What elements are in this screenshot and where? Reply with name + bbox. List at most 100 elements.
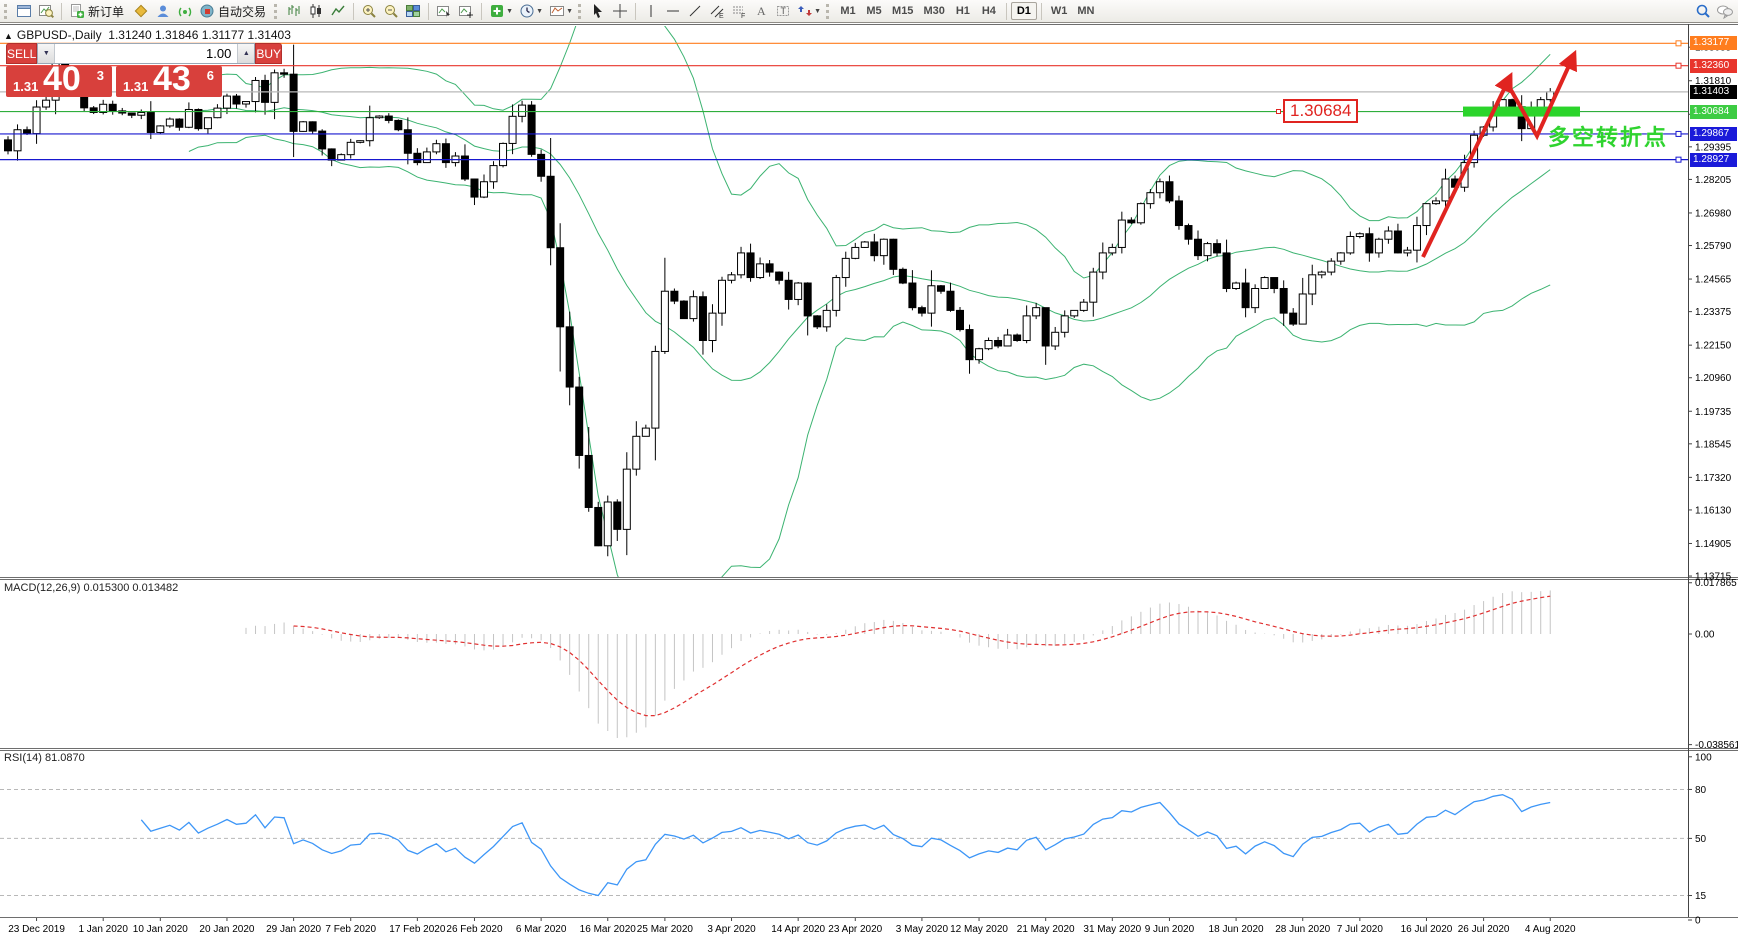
line-chart-icon: [330, 3, 346, 19]
autotrade-button[interactable]: [196, 1, 218, 21]
volume-down-button[interactable]: ▼: [38, 44, 56, 63]
svg-text:7 Jul 2020: 7 Jul 2020: [1337, 924, 1384, 935]
text-button[interactable]: A: [750, 1, 772, 21]
chart-surface[interactable]: 1.330351.318101.305851.293951.282051.269…: [0, 24, 1738, 941]
ask-price-display[interactable]: 1.31 43 6: [116, 66, 222, 97]
svg-text:0: 0: [1695, 916, 1701, 927]
macd-label: MACD(12,26,9) 0.015300 0.013482: [4, 582, 179, 594]
chart-window: 1.330351.318101.305851.293951.282051.269…: [0, 24, 1738, 941]
rally-arrow[interactable]: [1421, 71, 1513, 258]
buy-button[interactable]: BUY: [255, 43, 283, 64]
horizontal-line-button[interactable]: [662, 1, 684, 21]
candlestick-button[interactable]: [305, 1, 327, 21]
sell-button[interactable]: SELL: [6, 43, 38, 64]
navigator-button[interactable]: [455, 1, 477, 21]
dropdown-caret-icon: ▼: [814, 7, 821, 15]
channel-button[interactable]: E: [706, 1, 728, 21]
toolbar-grip: [274, 3, 279, 19]
axis-badge-1.30684: 1.30684: [1690, 104, 1737, 119]
crosshair-button[interactable]: [609, 1, 631, 21]
chart-window-icon: [16, 3, 32, 19]
support-price-tag[interactable]: 1.30684: [1276, 99, 1359, 123]
tf-m5[interactable]: M5: [866, 5, 882, 17]
search-button[interactable]: [1692, 1, 1714, 21]
tf-h4[interactable]: H4: [981, 5, 996, 17]
svg-text:29 Jan 2020: 29 Jan 2020: [266, 924, 321, 935]
autotrade-label[interactable]: 自动交易: [218, 4, 267, 19]
signals-icon: [177, 3, 193, 19]
chat-icon: [1716, 3, 1734, 19]
ask-prefix: 1.31: [123, 79, 149, 94]
community-person-icon: [155, 3, 171, 19]
trendline-icon: [687, 3, 703, 19]
fibonacci-button[interactable]: F: [728, 1, 750, 21]
tf-w1[interactable]: W1: [1050, 5, 1068, 17]
bid-price-display[interactable]: 1.31 40 3: [6, 66, 112, 97]
axis-badge-1.28927: 1.28927: [1690, 152, 1737, 167]
add-indicator-icon: [489, 3, 505, 19]
template-button[interactable]: ▼: [546, 1, 576, 21]
svg-text:1.28205: 1.28205: [1695, 175, 1732, 186]
tf-h1[interactable]: H1: [955, 5, 970, 17]
one-click-trading-panel: SELL ▼ ▲ BUY 1.31 40 3 1.31 43 6: [6, 43, 283, 97]
svg-text:23 Dec 2019: 23 Dec 2019: [8, 924, 65, 935]
toolbar-grip: [826, 3, 831, 19]
svg-text:E: E: [719, 13, 724, 19]
text-icon: A: [753, 3, 769, 19]
tf-mn[interactable]: MN: [1077, 5, 1095, 17]
tf-m30[interactable]: M30: [923, 5, 945, 17]
svg-text:1.18545: 1.18545: [1695, 439, 1732, 450]
line-chart-button[interactable]: [327, 1, 349, 21]
template-icon: [549, 3, 565, 19]
svg-text:20 Jan 2020: 20 Jan 2020: [199, 924, 254, 935]
bar-chart-button[interactable]: [283, 1, 305, 21]
cursor-arrow-icon: [590, 3, 606, 19]
text-label-icon: T: [775, 3, 791, 19]
pullback-arrow[interactable]: [1509, 49, 1577, 141]
svg-text:1.22150: 1.22150: [1695, 341, 1732, 352]
text-label-button[interactable]: T: [772, 1, 794, 21]
panel-toggle-arrow-icon[interactable]: ▲: [4, 31, 13, 41]
dropdown-caret-icon: ▼: [566, 7, 573, 15]
chat-button[interactable]: [1714, 1, 1736, 21]
fibonacci-icon: F: [731, 3, 747, 19]
data-window-button[interactable]: [433, 1, 455, 21]
market-icon: [133, 3, 149, 19]
toolbar-grip: [4, 3, 9, 19]
axis-badge-1.32360: 1.32360: [1690, 58, 1737, 73]
svg-text:1.14905: 1.14905: [1695, 539, 1732, 550]
profiles-button[interactable]: [35, 1, 57, 21]
svg-text:1.29395: 1.29395: [1695, 142, 1732, 153]
volume-input[interactable]: [55, 44, 238, 63]
svg-text:1.16130: 1.16130: [1695, 505, 1732, 516]
new-chart-button[interactable]: [13, 1, 35, 21]
tile-windows-button[interactable]: [402, 1, 424, 21]
add-indicator-button[interactable]: ▼: [486, 1, 516, 21]
chart-cursor-icon: [436, 3, 452, 19]
vertical-line-button[interactable]: [640, 1, 662, 21]
ohlc-values: 1.31240 1.31846 1.31177 1.31403: [108, 28, 291, 42]
market-button[interactable]: [130, 1, 152, 21]
tf-m15[interactable]: M15: [892, 5, 914, 17]
svg-text:26 Jul 2020: 26 Jul 2020: [1458, 924, 1510, 935]
ask-big-digits: 43: [153, 66, 191, 97]
search-icon: [1695, 3, 1711, 19]
trendline-button[interactable]: [684, 1, 706, 21]
zoom-in-button[interactable]: [358, 1, 380, 21]
new-order-label[interactable]: 新订单: [88, 4, 125, 19]
arrows-button[interactable]: ▼: [794, 1, 824, 21]
svg-text:7 Feb 2020: 7 Feb 2020: [325, 924, 376, 935]
bid-big-digits: 40: [43, 66, 81, 97]
svg-text:1.31810: 1.31810: [1695, 76, 1732, 87]
zoom-out-button[interactable]: [380, 1, 402, 21]
period-button[interactable]: ▼: [516, 1, 546, 21]
candlestick-icon: [308, 3, 324, 19]
chart-crosshair-icon: [458, 3, 474, 19]
volume-up-button[interactable]: ▲: [237, 44, 255, 63]
new-order-button[interactable]: [66, 1, 88, 21]
cursor-button[interactable]: [587, 1, 609, 21]
signals-button[interactable]: [174, 1, 196, 21]
tf-m1[interactable]: M1: [840, 5, 856, 17]
community-button[interactable]: [152, 1, 174, 21]
tf-d1[interactable]: D1: [1010, 2, 1037, 20]
